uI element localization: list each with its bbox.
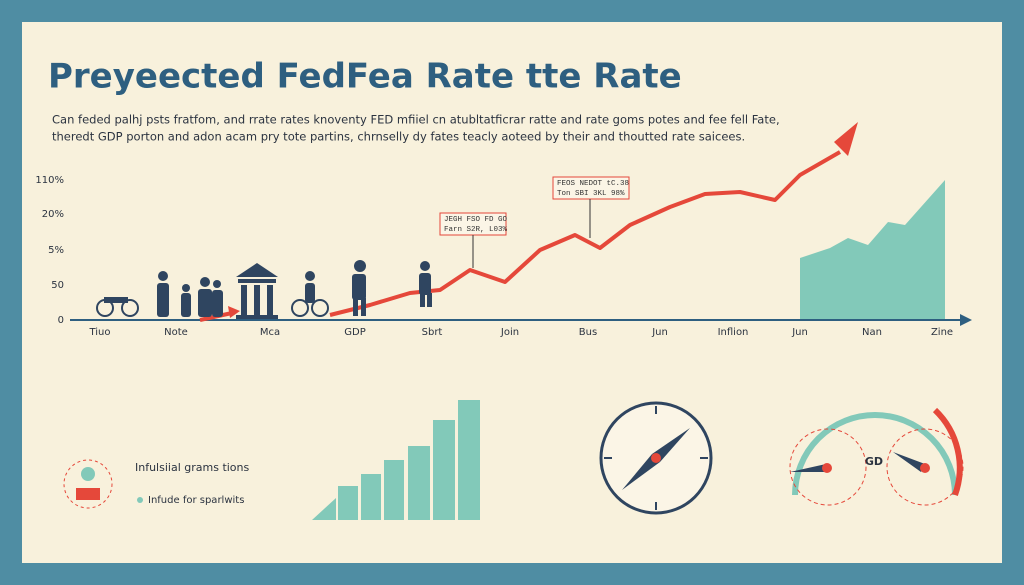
- icons: [96, 260, 432, 319]
- axis-arrow: [960, 314, 972, 326]
- subtitle: Can feded palhj psts fratfom, and rrate …: [52, 113, 780, 127]
- x-axis-label: Jun: [651, 327, 668, 338]
- subtitle: theredt GDP porton and adon acam pry tot…: [52, 130, 745, 144]
- x-axis-label: GDP: [344, 327, 365, 338]
- x-axis-label: Mca: [260, 327, 280, 338]
- legend-dot: [137, 497, 143, 503]
- legend-icon: [63, 459, 113, 509]
- gauges: GD: [789, 407, 964, 506]
- area: [800, 180, 945, 320]
- gauge-label: GD: [865, 455, 883, 468]
- legend-title: Infulsiial grams tions: [135, 461, 250, 474]
- y-axis-label: 5%: [48, 245, 64, 256]
- y-axis-label: 110%: [35, 175, 64, 186]
- arrow-head: [228, 306, 240, 318]
- x-axis-label: Nan: [862, 327, 882, 338]
- x-axis-label: Inflion: [718, 327, 749, 338]
- callout-text: JEGH FSO FD GO: [444, 216, 508, 224]
- title: Preyeected FedFea Rate tte Rate: [48, 57, 682, 97]
- arrow-head: [834, 122, 858, 156]
- x-axis-label: Tiuo: [88, 327, 110, 338]
- y-axis-label: 20%: [42, 209, 64, 220]
- x-axis-label: Jun: [791, 327, 808, 338]
- x-axis-label: Sbrt: [422, 327, 443, 338]
- callout-text: Ton SBI 3KL 98%: [557, 190, 625, 198]
- callout-text: Farn S2R, L03%: [444, 226, 508, 234]
- x-axis-label: Note: [164, 327, 188, 338]
- x-axis-label: Zine: [931, 327, 953, 338]
- y-axis-label: 50: [51, 280, 64, 291]
- callout-text: FEOS NEDOT tC.38: [557, 180, 629, 188]
- x-axis-label: Join: [500, 327, 519, 338]
- legend-item: Infude for sparlwits: [148, 495, 244, 506]
- bar-icon: [312, 400, 480, 520]
- x-axis-label: Bus: [579, 327, 597, 338]
- callout-box: [552, 176, 630, 200]
- y-axis-label: 0: [58, 315, 64, 326]
- compass: [599, 401, 713, 515]
